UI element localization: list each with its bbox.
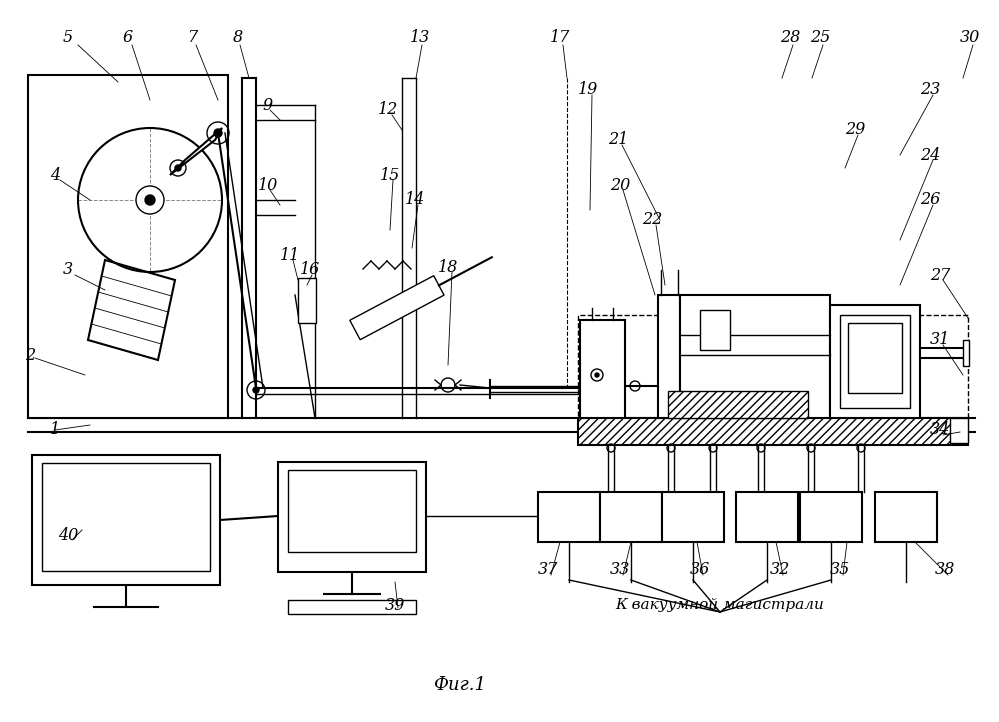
Text: 33: 33 bbox=[609, 562, 630, 578]
Text: 19: 19 bbox=[577, 82, 598, 98]
Text: 12: 12 bbox=[378, 102, 399, 118]
Circle shape bbox=[214, 129, 222, 137]
Text: 37: 37 bbox=[537, 562, 558, 578]
Polygon shape bbox=[88, 260, 175, 360]
Bar bbox=[288, 470, 416, 552]
Text: 23: 23 bbox=[920, 82, 940, 98]
Text: 7: 7 bbox=[187, 30, 197, 46]
Text: 8: 8 bbox=[233, 30, 243, 46]
Bar bbox=[668, 391, 808, 418]
Text: 6: 6 bbox=[123, 30, 133, 46]
Text: 34: 34 bbox=[930, 422, 950, 438]
Bar bbox=[950, 418, 968, 443]
Text: 31: 31 bbox=[930, 331, 950, 349]
Bar bbox=[578, 315, 968, 418]
Text: 26: 26 bbox=[920, 191, 940, 209]
Bar bbox=[298, 278, 316, 323]
Text: К вакуумной магистрали: К вакуумной магистрали bbox=[615, 598, 824, 612]
Text: 5: 5 bbox=[63, 30, 73, 46]
Bar bbox=[288, 600, 416, 614]
Bar bbox=[580, 320, 625, 418]
Bar bbox=[700, 310, 730, 350]
Text: 32: 32 bbox=[770, 562, 790, 578]
Bar bbox=[830, 305, 920, 418]
Text: 28: 28 bbox=[780, 30, 800, 46]
Bar bbox=[736, 492, 798, 542]
Text: 27: 27 bbox=[930, 266, 950, 284]
Bar bbox=[840, 315, 910, 408]
Text: 4: 4 bbox=[50, 167, 60, 183]
Text: 14: 14 bbox=[405, 191, 426, 209]
Text: 18: 18 bbox=[438, 259, 459, 277]
Bar bbox=[28, 75, 228, 418]
Bar bbox=[538, 492, 600, 542]
Bar bbox=[278, 462, 426, 572]
Text: 24: 24 bbox=[920, 147, 940, 163]
Circle shape bbox=[253, 387, 259, 393]
Text: 39: 39 bbox=[385, 596, 406, 614]
Bar bbox=[848, 323, 902, 393]
Circle shape bbox=[595, 373, 599, 377]
Text: 25: 25 bbox=[810, 30, 830, 46]
Text: Фиг.1: Фиг.1 bbox=[434, 676, 487, 694]
Text: 30: 30 bbox=[960, 30, 980, 46]
Text: 9: 9 bbox=[263, 97, 273, 113]
Bar bbox=[600, 492, 662, 542]
Text: 40: 40 bbox=[58, 526, 78, 544]
Bar bbox=[662, 492, 724, 542]
Text: 17: 17 bbox=[549, 30, 570, 46]
Polygon shape bbox=[170, 128, 222, 175]
Circle shape bbox=[175, 165, 181, 171]
Bar bbox=[800, 492, 862, 542]
Text: 16: 16 bbox=[300, 261, 320, 279]
Text: 20: 20 bbox=[609, 176, 630, 193]
Text: 3: 3 bbox=[63, 261, 73, 279]
Bar bbox=[32, 455, 220, 585]
Text: 15: 15 bbox=[380, 167, 401, 183]
Text: 10: 10 bbox=[258, 176, 278, 193]
Text: 11: 11 bbox=[280, 246, 300, 264]
Bar bbox=[875, 492, 937, 542]
Bar bbox=[963, 340, 969, 366]
Text: 35: 35 bbox=[830, 562, 850, 578]
Text: 2: 2 bbox=[25, 347, 35, 363]
Text: 36: 36 bbox=[690, 562, 710, 578]
Text: 38: 38 bbox=[935, 562, 955, 578]
Bar bbox=[658, 295, 680, 418]
Text: 21: 21 bbox=[607, 131, 628, 149]
Bar bbox=[680, 295, 830, 418]
Text: 13: 13 bbox=[410, 30, 431, 46]
Text: 1: 1 bbox=[50, 422, 60, 438]
Circle shape bbox=[136, 186, 164, 214]
Bar bbox=[578, 418, 968, 445]
Text: 29: 29 bbox=[845, 121, 865, 139]
Text: 22: 22 bbox=[642, 212, 662, 228]
Circle shape bbox=[145, 195, 155, 205]
Polygon shape bbox=[350, 276, 444, 340]
Bar bbox=[42, 463, 210, 571]
